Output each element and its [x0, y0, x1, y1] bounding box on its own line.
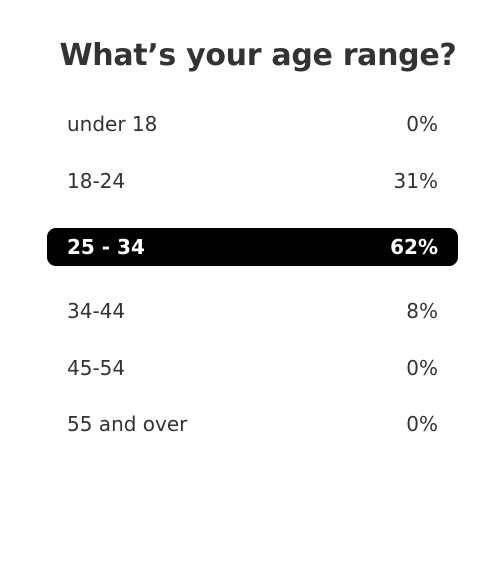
option-percent: 0%	[406, 112, 438, 136]
poll-option-under-18[interactable]: under 18 0%	[47, 105, 458, 143]
poll-option-34-44[interactable]: 34-44 8%	[47, 292, 458, 330]
option-label: 55 and over	[67, 412, 188, 436]
poll-option-18-24[interactable]: 18-24 31%	[47, 162, 458, 200]
poll-option-45-54[interactable]: 45-54 0%	[47, 349, 458, 387]
poll-option-55-and-over[interactable]: 55 and over 0%	[47, 405, 458, 443]
poll-question: What’s your age range?	[59, 38, 457, 73]
option-label: 25 - 34	[67, 235, 145, 259]
option-percent: 31%	[393, 169, 438, 193]
option-label: under 18	[67, 112, 158, 136]
option-label: 34-44	[67, 299, 126, 323]
option-percent: 0%	[406, 412, 438, 436]
poll-option-25-34[interactable]: 25 - 34 62%	[47, 228, 458, 266]
option-label: 18-24	[67, 169, 126, 193]
option-percent: 8%	[406, 299, 438, 323]
option-percent: 62%	[390, 235, 438, 259]
option-percent: 0%	[406, 356, 438, 380]
option-label: 45-54	[67, 356, 126, 380]
